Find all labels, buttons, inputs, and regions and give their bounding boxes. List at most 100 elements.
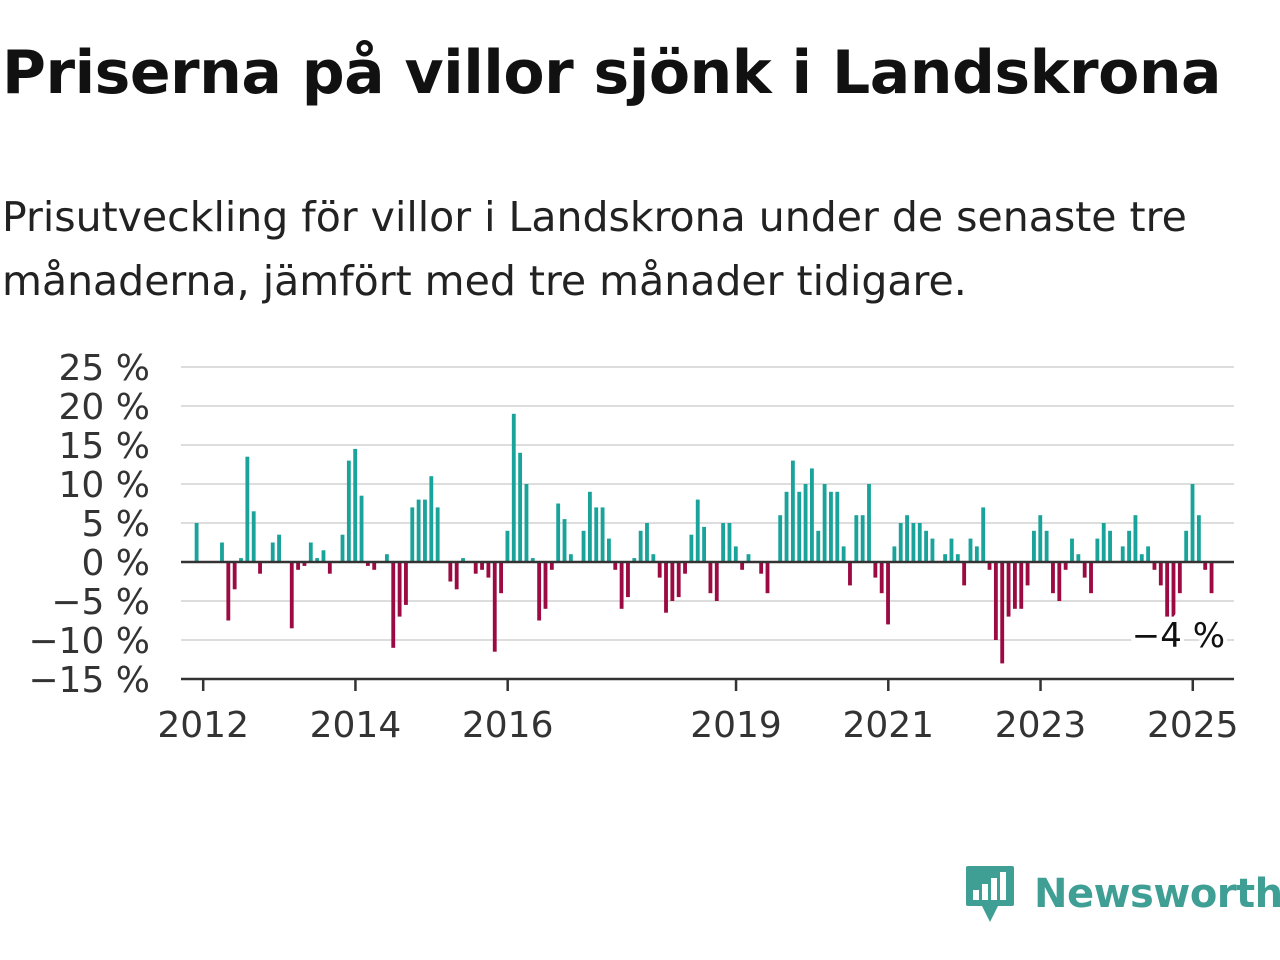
x-tick-label: 2016 — [462, 705, 554, 746]
bar — [530, 558, 535, 562]
bar — [492, 562, 497, 652]
bar — [911, 523, 916, 562]
bar — [549, 562, 554, 570]
bar — [930, 538, 935, 562]
bar — [1006, 562, 1011, 617]
y-tick-label: 25 % — [59, 348, 150, 389]
x-tick-label: 2019 — [690, 705, 782, 746]
bar — [556, 503, 561, 562]
y-tick-label: 20 % — [59, 387, 150, 428]
bar — [778, 515, 783, 562]
bar — [480, 562, 484, 570]
bar — [486, 562, 491, 578]
bar — [1089, 562, 1093, 594]
bar — [727, 523, 732, 562]
bar — [346, 460, 351, 562]
bar — [251, 511, 256, 562]
y-tick-label: −10 % — [28, 621, 150, 662]
bar — [664, 562, 668, 613]
bar — [505, 530, 510, 562]
bar — [905, 515, 909, 562]
bar — [651, 554, 656, 562]
bar — [702, 526, 706, 562]
bar — [296, 562, 301, 570]
bar — [1177, 562, 1182, 594]
bar — [683, 562, 687, 574]
bar — [943, 554, 948, 562]
bar — [841, 546, 846, 562]
chart-title: Priserna på villor sjönk i Landskrona — [2, 38, 1222, 108]
bar — [473, 562, 478, 574]
bar — [454, 562, 459, 590]
bar — [740, 562, 745, 570]
bar — [1209, 562, 1214, 594]
bar — [518, 452, 523, 562]
bar — [1139, 554, 1144, 562]
bar — [721, 523, 726, 562]
bar — [245, 456, 250, 562]
bar — [435, 507, 440, 562]
bar — [829, 491, 833, 562]
bar — [790, 460, 795, 562]
bar — [974, 546, 979, 562]
bar — [968, 538, 973, 562]
bar — [917, 523, 922, 562]
bar — [645, 523, 649, 562]
bar — [1038, 515, 1043, 562]
bar — [860, 515, 865, 562]
bar — [594, 507, 599, 562]
x-tick-label: 2012 — [157, 705, 249, 746]
bar — [765, 562, 770, 594]
bar — [854, 515, 859, 562]
bar — [632, 558, 637, 562]
bar — [308, 542, 313, 562]
bar — [315, 558, 320, 562]
bar — [733, 546, 738, 562]
bar — [1076, 554, 1081, 562]
bar — [607, 538, 611, 562]
y-tick-label: −15 % — [28, 660, 150, 701]
bar — [372, 562, 377, 570]
bar — [619, 562, 624, 609]
bar — [397, 562, 402, 617]
bar — [1095, 538, 1100, 562]
bar — [873, 562, 878, 578]
bar — [955, 554, 960, 562]
bar — [1203, 562, 1208, 570]
y-tick-label: 15 % — [59, 426, 150, 467]
bar — [321, 550, 326, 562]
bar — [759, 562, 764, 574]
bar — [962, 562, 967, 586]
bar — [1070, 538, 1074, 562]
bar — [302, 562, 307, 566]
bar — [1101, 523, 1106, 562]
bar — [613, 562, 618, 570]
bar — [867, 484, 871, 562]
bar — [1158, 562, 1163, 586]
bar — [797, 491, 802, 562]
bar — [803, 484, 808, 562]
bar — [689, 534, 694, 562]
bar — [359, 495, 364, 562]
bar — [1082, 562, 1087, 578]
brand[interactable]: Newsworthy — [964, 864, 1280, 924]
bar — [670, 562, 675, 601]
bar — [626, 562, 630, 598]
bar — [220, 542, 224, 562]
bar — [600, 507, 605, 562]
y-tick-label: 0 % — [81, 543, 150, 584]
bar — [816, 530, 821, 562]
bar — [993, 562, 998, 640]
x-tick-label: 2014 — [310, 705, 402, 746]
bar — [1171, 562, 1176, 617]
bar — [886, 562, 890, 625]
bar — [987, 562, 992, 570]
bar — [708, 562, 713, 594]
bar — [448, 562, 453, 582]
bar — [511, 413, 516, 562]
bar — [1019, 562, 1024, 609]
bar — [784, 491, 789, 562]
bar — [1184, 530, 1189, 562]
bar — [676, 562, 681, 598]
bar — [289, 562, 294, 629]
